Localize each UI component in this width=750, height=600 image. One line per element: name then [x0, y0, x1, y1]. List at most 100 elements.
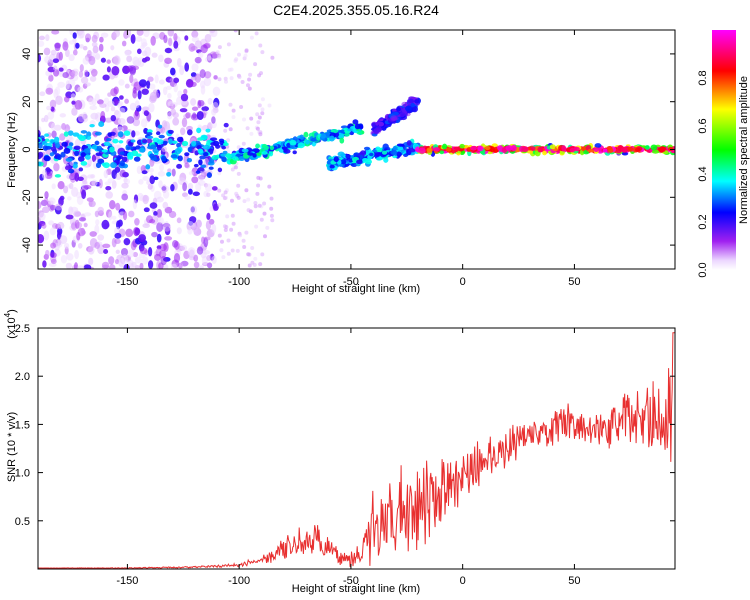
heatmap-point [668, 146, 674, 151]
heatmap-point [143, 127, 149, 134]
heatmap-point [126, 55, 133, 63]
heatmap-point [349, 131, 354, 136]
heatmap-point [212, 101, 219, 111]
heatmap-point [94, 241, 101, 250]
heatmap-point [94, 140, 100, 146]
heatmap-point [261, 151, 268, 155]
heatmap-point [27, 134, 32, 143]
heatmap-point [262, 211, 267, 216]
heatmap-point [156, 196, 164, 203]
heatmap-point [133, 110, 140, 121]
heatmap-point [175, 96, 183, 106]
heatmap-point [141, 256, 149, 265]
heatmap-point [223, 228, 228, 232]
heatmap-point [196, 110, 204, 121]
heatmap-point [375, 156, 383, 161]
heatmap-point [257, 203, 262, 208]
heatmap-point [50, 146, 57, 152]
heatmap-point [126, 146, 134, 150]
heatmap-point [228, 102, 233, 107]
heatmap-point [260, 252, 265, 257]
heatmap-point [80, 227, 86, 236]
heatmap-point [27, 180, 32, 188]
heatmap-point [48, 200, 54, 205]
heatmap-point [119, 107, 126, 114]
heatmap-point [179, 30, 187, 33]
heatmap-point [206, 172, 213, 179]
heatmap-point [38, 200, 42, 210]
heatmap-point [254, 224, 259, 229]
heatmap-point [197, 99, 205, 107]
heatmap-point [228, 127, 233, 132]
heatmap-point [38, 151, 44, 158]
heatmap-point [25, 181, 32, 186]
heatmap-point [146, 135, 154, 140]
heatmap-point [345, 153, 351, 159]
heatmap-point [247, 77, 252, 82]
snr-x-tick-label: 50 [568, 575, 580, 587]
heatmap-point [207, 55, 212, 61]
heatmap-point [184, 162, 190, 168]
heatmap-point [651, 149, 660, 154]
heatmap-point [136, 48, 142, 55]
heatmap-point [191, 30, 199, 38]
heatmap-point [64, 49, 70, 58]
heatmap-point [90, 112, 99, 120]
heatmap-point [197, 51, 204, 59]
heatmap-point [268, 151, 274, 157]
heatmap-point [46, 105, 52, 111]
heatmap-point [41, 140, 48, 146]
heatmap-point [244, 48, 249, 53]
heatmap-point [108, 256, 115, 265]
heatmap-point [262, 201, 267, 206]
heatmap-point [50, 242, 57, 249]
heatmap-point [65, 80, 70, 90]
heatmap-point [183, 155, 188, 165]
heatmap-point [180, 244, 188, 251]
snr-y-tick-label: 2.5 [15, 323, 30, 335]
heatmap-point [230, 198, 234, 203]
heatmap-point [181, 140, 189, 147]
heatmap-point [43, 114, 49, 123]
heatmap-point [192, 191, 200, 197]
heatmap-point [260, 107, 265, 112]
heatmap-point [153, 211, 158, 216]
heatmap-point [50, 258, 57, 265]
heatmap-point [375, 146, 381, 151]
heatmap-point [95, 162, 102, 169]
heatmap-point [118, 257, 125, 268]
snr-series-line [38, 332, 675, 569]
heatmap-point [258, 43, 263, 48]
heatmap-point [124, 50, 131, 57]
heatmap-point [173, 77, 180, 84]
heatmap-point [407, 99, 415, 103]
heatmap-point [83, 147, 91, 154]
heatmap-point [69, 30, 74, 36]
heatmap-point [223, 122, 229, 128]
heatmap-point [247, 152, 254, 156]
heatmap-point [156, 208, 163, 219]
heatmap-point [41, 223, 47, 229]
heatmap-point [187, 129, 193, 136]
heatmap-point [249, 131, 254, 136]
heatmap-point [270, 55, 275, 60]
heatmap-point [197, 180, 206, 186]
heatmap-point [233, 165, 238, 170]
heatmap-point [330, 128, 339, 134]
heatmap-point [217, 188, 222, 193]
heatmap-point [187, 182, 194, 191]
heatmap-point [410, 102, 416, 108]
heatmap-point [27, 139, 34, 144]
heatmap-point [41, 169, 48, 180]
heatmap-point [542, 150, 547, 156]
heatmap-point [594, 143, 602, 148]
heatmap-point [110, 88, 118, 97]
heatmap-point [33, 168, 38, 177]
heatmap-point [88, 55, 96, 66]
heatmap-point [200, 85, 206, 95]
heatmap-point [230, 213, 235, 218]
heatmap-point [118, 140, 124, 144]
heatmap-point [112, 138, 119, 144]
heatmap-point [31, 135, 38, 139]
heatmap-point [54, 86, 61, 96]
